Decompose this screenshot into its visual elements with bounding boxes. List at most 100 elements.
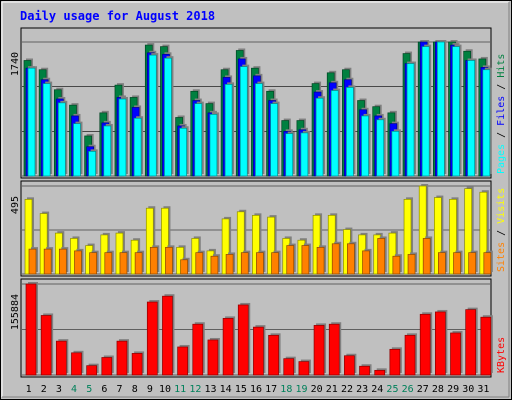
visits-sites-bar-sites-14-body <box>225 254 234 275</box>
x-tick-label-30: 30 <box>462 384 474 395</box>
kbytes-bar-kbytes-22-body <box>344 355 355 376</box>
kbytes-bar-kbytes-15 <box>237 302 251 376</box>
visits-sites-bar-sites-28 <box>438 250 448 275</box>
kbytes-bar-kbytes-24-body <box>374 369 386 376</box>
x-tick-label-28: 28 <box>432 384 444 395</box>
visits-sites-bar-sites-7 <box>119 250 129 275</box>
visits-sites-bar-sites-10 <box>165 245 175 275</box>
legend-files: Files <box>496 96 507 126</box>
x-tick-label-19: 19 <box>295 384 307 395</box>
x-tick-label-24: 24 <box>371 384 383 395</box>
visits-sites-bar-sites-12-body <box>195 252 204 275</box>
hits-files-pages-bar-pages-4 <box>73 121 83 177</box>
kbytes-bar-kbytes-24 <box>374 368 387 376</box>
hits-files-pages-bar-pages-28 <box>437 40 447 177</box>
visits-sites-bar-sites-2 <box>43 247 54 275</box>
visits-sites-bar-visits-26 <box>403 197 414 275</box>
kbytes-bar-kbytes-28 <box>435 309 448 376</box>
kbytes-bar-kbytes-1-body <box>25 283 37 376</box>
x-tick-label-31: 31 <box>477 384 489 395</box>
visits-sites-bar-sites-30-body <box>468 252 477 275</box>
x-tick-label-27: 27 <box>417 384 429 395</box>
visits-sites-bar-sites-10-body <box>165 246 173 275</box>
hits-files-pages-bar-pages-11-body <box>179 127 187 177</box>
x-tick-label-20: 20 <box>311 384 323 395</box>
hits-files-pages-bar-pages-27 <box>421 44 432 177</box>
visits-sites-bar-visits-25 <box>388 231 398 275</box>
kbytes-bar-kbytes-20-body <box>313 325 325 376</box>
hits-files-pages-bar-pages-26-body <box>406 63 415 177</box>
kbytes-max-label: 155884 <box>10 294 21 330</box>
visits-sites-bar-visits-26-body <box>403 198 412 275</box>
visits-sites-bar-sites-31 <box>483 250 493 275</box>
visits-sites-bar-visits-27-body <box>418 185 427 275</box>
hits-files-pages-bar-pages-20-body <box>315 97 324 177</box>
visits-sites-bar-sites-3 <box>58 247 69 275</box>
kbytes-bar-kbytes-2 <box>40 313 54 376</box>
hits-files-pages-max-label: 1740 <box>10 52 21 76</box>
x-tick-label-8: 8 <box>132 384 138 395</box>
hits-files-pages-bar-pages-29 <box>452 44 462 177</box>
visits-sites-bar-sites-22-body <box>347 243 355 275</box>
visits-sites-bar-sites-14 <box>225 252 236 275</box>
visits-sites-bar-visits-2 <box>39 211 50 275</box>
visits-sites-bar-visits-25-body <box>388 232 397 275</box>
hits-files-pages-bar-pages-7 <box>118 96 128 177</box>
visits-sites-bar-visits-30-body <box>464 188 473 275</box>
visits-sites-bar-visits-14 <box>221 216 232 275</box>
x-tick-label-17: 17 <box>265 384 277 395</box>
hits-files-pages-bar-pages-6-body <box>103 125 112 177</box>
kbytes-bar-kbytes-26 <box>404 333 418 376</box>
hits-files-pages-bar-pages-8-body <box>133 117 142 177</box>
visits-sites-bar-sites-11 <box>180 257 190 275</box>
visits-sites-bar-sites-8 <box>134 250 145 275</box>
kbytes-bar-kbytes-30 <box>465 307 478 376</box>
kbytes-bar-kbytes-7 <box>116 339 129 376</box>
x-tick-label-23: 23 <box>356 384 368 395</box>
hits-files-pages-bar-pages-30-body <box>467 60 476 177</box>
visits-sites-bar-visits-1-body <box>24 198 33 275</box>
hits-files-pages-bar-pages-31-body <box>482 69 491 177</box>
hits-files-pages-bar-pages-23-body <box>361 115 369 177</box>
x-tick-label-5: 5 <box>86 384 92 395</box>
hits-files-pages-bar-pages-18-body <box>285 133 294 177</box>
legend-hits: Hits <box>496 54 507 78</box>
kbytes-bar-kbytes-14-body <box>222 318 234 376</box>
visits-sites-bar-sites-26-body <box>407 254 416 275</box>
hits-files-pages-bar-pages-10-body <box>164 57 172 177</box>
visits-sites-bar-visits-20-body <box>312 214 321 275</box>
hits-files-pages-bar-pages-12 <box>194 101 204 177</box>
hits-files-pages-bar-pages-1-body <box>27 67 36 177</box>
x-tick-label-6: 6 <box>101 384 107 395</box>
hits-files-pages-bar-pages-7-body <box>118 98 127 177</box>
x-tick-label-2: 2 <box>41 384 47 395</box>
x-tick-label-26: 26 <box>402 384 414 395</box>
visits-sites-bar-sites-31-body <box>483 252 492 275</box>
visits-sites-bar-sites-21 <box>331 241 342 275</box>
kbytes-bar-kbytes-1 <box>25 282 38 376</box>
visits-sites-bar-sites-26 <box>407 252 418 275</box>
kbytes-bar-kbytes-15-body <box>237 304 249 376</box>
visits-sites-bar-sites-4-body <box>74 250 82 275</box>
chart-title: Daily usage for August 2018 <box>20 9 215 23</box>
kbytes-bar-kbytes-14 <box>222 316 236 376</box>
x-tick-label-9: 9 <box>147 384 153 395</box>
visits-sites-bar-sites-29 <box>453 250 463 275</box>
kbytes-bar-kbytes-27-body <box>419 313 431 376</box>
visits-sites-bar-visits-16 <box>252 213 262 275</box>
kbytes-bar-kbytes-18 <box>283 356 296 376</box>
visits-sites-bar-sites-15 <box>240 250 251 275</box>
hits-files-pages-bar-pages-9-body <box>148 54 157 177</box>
hits-files-pages-bar-pages-29-body <box>452 46 460 177</box>
x-tick-label-7: 7 <box>117 384 123 395</box>
kbytes-bar-kbytes-7-body <box>116 340 128 376</box>
visits-sites-bar-visits-30 <box>464 186 474 275</box>
kbytes-bar-kbytes-13 <box>207 337 220 376</box>
visits-sites-bar-sites-17-body <box>271 252 279 275</box>
legend-kbytes: KBytes <box>496 337 507 373</box>
hits-files-pages-bar-pages-13 <box>209 112 219 177</box>
hits-files-pages-bar-pages-19 <box>300 130 310 177</box>
x-tick-label-25: 25 <box>386 384 398 395</box>
visits-sites-bar-visits-27 <box>418 184 429 275</box>
visits-sites-bar-sites-24 <box>377 236 387 275</box>
